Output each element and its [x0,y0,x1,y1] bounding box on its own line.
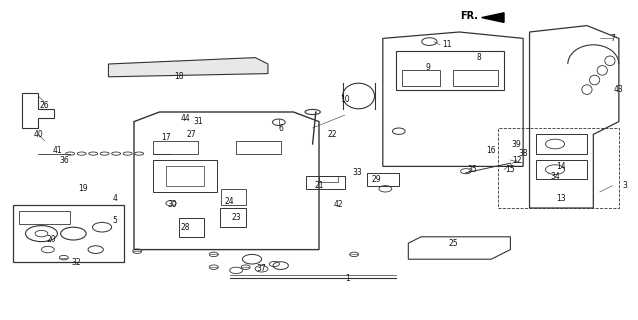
Text: 30: 30 [167,200,177,209]
Text: 20: 20 [46,236,56,244]
Text: 26: 26 [40,101,50,110]
Bar [166,166,204,186]
Text: 41: 41 [52,146,63,155]
Text: 23: 23 [231,213,241,222]
Bar [306,176,345,189]
Text: 15: 15 [505,165,516,174]
Text: 43: 43 [614,85,624,94]
Text: 9: 9 [425,63,430,72]
Text: 3: 3 [623,181,628,190]
Text: 19: 19 [78,184,88,193]
Text: 7: 7 [610,34,615,43]
Bar [153,141,198,154]
Bar [367,173,399,186]
Bar [19,211,70,224]
Text: 29: 29 [371,175,382,184]
Text: 5: 5 [112,216,117,225]
Text: 11: 11 [442,40,451,49]
Bar [153,160,217,192]
Bar [220,208,246,227]
Bar [536,160,587,179]
Text: 24: 24 [225,197,235,206]
Text: 25: 25 [448,239,458,248]
Text: 4: 4 [112,194,117,203]
Text: 1: 1 [345,274,350,283]
Text: 13: 13 [556,194,567,203]
Text: 37: 37 [256,264,267,273]
Bar [498,128,619,208]
Text: 31: 31 [193,117,203,126]
Bar [319,176,338,182]
Text: 6: 6 [278,124,283,132]
Text: 12: 12 [512,156,521,164]
Text: 33: 33 [352,168,362,177]
Polygon shape [108,58,268,77]
Text: 10: 10 [339,95,350,104]
Text: 32: 32 [71,258,82,267]
Text: 21: 21 [315,181,323,190]
Text: FR.: FR. [461,11,478,21]
Text: 8: 8 [476,53,481,62]
Text: 40: 40 [33,130,43,139]
Text: 39: 39 [512,140,522,148]
Text: 36: 36 [59,156,69,164]
Text: 22: 22 [327,130,336,139]
Bar [402,70,440,86]
Bar [221,189,246,205]
Bar [396,51,504,90]
Text: 17: 17 [161,133,171,142]
Text: 16: 16 [486,146,496,155]
Text: 34: 34 [550,172,560,180]
Text: 44: 44 [180,114,190,123]
Text: 38: 38 [518,149,528,158]
Text: 42: 42 [333,200,343,209]
Polygon shape [482,13,504,22]
Bar [536,134,587,154]
Bar [179,218,204,237]
Text: 28: 28 [181,223,189,232]
Text: 18: 18 [174,72,183,81]
Text: 27: 27 [186,130,197,139]
Bar [13,205,124,262]
Text: 14: 14 [556,162,567,171]
Text: 35: 35 [467,165,477,174]
Bar [453,70,498,86]
Bar [236,141,281,154]
